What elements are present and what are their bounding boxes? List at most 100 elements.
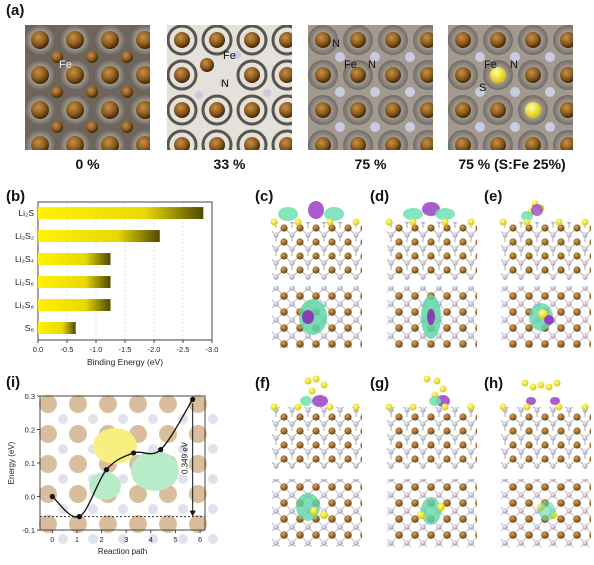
fe-atom: [69, 425, 87, 443]
data-point: [103, 467, 110, 473]
x-tick-label: -0.5: [61, 345, 74, 354]
fe-n-s-lattice-image: [448, 25, 573, 150]
fe-atom: [129, 485, 147, 503]
caption-33-percent: 33 %: [213, 156, 246, 172]
x-tick-label: 3: [124, 535, 128, 544]
category-label: S₈: [25, 323, 35, 333]
n-atom: [58, 414, 68, 424]
atom-label-fe: Fe: [59, 59, 72, 71]
x-tick-label: 5: [173, 535, 177, 544]
charge-density-structure-e: [499, 200, 591, 348]
fe-atom: [69, 485, 87, 503]
fe-atom: [39, 395, 57, 413]
fe-atom: [159, 515, 177, 533]
n-atom: [148, 504, 158, 514]
x-axis-label: Reaction path: [98, 547, 147, 556]
panel-a-label: (a): [6, 2, 25, 19]
n-atom: [118, 504, 128, 514]
panel-h-label: (h): [484, 375, 504, 392]
n-atom: [88, 504, 98, 514]
x-tick-label: -2.5: [177, 345, 190, 354]
n-atom: [118, 414, 128, 424]
panel-d-label: (d): [370, 188, 390, 205]
fe-atom: [189, 455, 207, 473]
x-tick-label: 2: [99, 535, 103, 544]
n-atom: [178, 444, 188, 454]
n-atom: [148, 414, 158, 424]
x-tick-label: -1.0: [90, 345, 103, 354]
data-point: [49, 493, 55, 500]
fe-atom: [129, 395, 147, 413]
tile-75-percent: N Fe N: [308, 25, 433, 150]
fe-atom: [189, 485, 207, 503]
fe-atom: [189, 515, 207, 533]
x-tick-label: 6: [198, 535, 202, 544]
x-tick-label: -1.5: [119, 345, 132, 354]
fe-lattice-image: [25, 25, 150, 150]
charge-density-structure-g: [385, 375, 477, 547]
fe-atom: [39, 485, 57, 503]
category-label: Li₂S₄: [15, 254, 35, 264]
caption-75-percent: 75 %: [354, 156, 387, 172]
atom-label-n: N: [221, 78, 229, 90]
caption-75-percent-s: 75 % (S:Fe 25%): [458, 156, 566, 172]
y-tick-label: 0.2: [25, 426, 35, 435]
category-label: Li₂S₆: [15, 277, 34, 287]
data-point: [130, 450, 137, 456]
fe-atom: [39, 515, 57, 533]
category-label: Li₂S₈: [15, 300, 35, 310]
tile-0-percent: Fe: [25, 25, 150, 150]
n-atom: [148, 534, 158, 544]
x-tick-label: 0.0: [33, 345, 43, 354]
bar: [38, 253, 111, 266]
atom-label-fe: Fe: [484, 59, 497, 71]
n-atom: [208, 474, 218, 484]
atom-label-n: N: [332, 38, 340, 50]
n-atom: [88, 414, 98, 424]
panel-b-label: (b): [6, 188, 26, 205]
bar: [38, 207, 204, 220]
fe-atom: [69, 515, 87, 533]
charge-density-structure-d: [385, 202, 477, 348]
reaction-path-energy-chart: 0.349 eV 0 1 2 3 4 5 6 -0.1 0.0 0.1 0.2 0.3 Reaction …: [7, 392, 218, 556]
bar: [38, 322, 76, 335]
barrier-annotation: 0.349 eV: [181, 441, 190, 474]
charge-density-structure-c: [270, 201, 362, 348]
fe-atom: [69, 455, 87, 473]
fe-n-lattice-75-image: [308, 25, 433, 150]
fe-atom: [159, 395, 177, 413]
y-tick-label: 0.1: [25, 459, 35, 468]
panel-f-label: (f): [255, 375, 270, 392]
panel-i-label: (i): [6, 374, 21, 391]
atom-label-s: S: [479, 82, 487, 94]
y-tick-label: 0.3: [25, 392, 35, 401]
atom-label-fe: Fe: [344, 59, 357, 71]
fe-atom: [99, 515, 117, 533]
x-tick-label: 0: [50, 535, 54, 544]
y-tick-label: -0.1: [22, 526, 35, 535]
y-axis-label: Energy (eV): [7, 441, 16, 484]
adsorption-structure-image: [39, 395, 218, 544]
fe-atom: [69, 395, 87, 413]
atom-label-n: N: [510, 59, 518, 71]
binding-energy-bar-chart: Li₂S Li₂S₂ Li₂S₄ Li₂S₆ Li₂S₈ S₈ 0.0 -0.5 -1.0 -1.…: [15, 201, 218, 367]
bar: [38, 299, 111, 312]
fe-atom: [99, 395, 117, 413]
n-atom: [88, 534, 98, 544]
n-atom: [178, 474, 188, 484]
data-point: [190, 396, 196, 402]
x-tick-label: 4: [149, 535, 153, 544]
data-point: [158, 447, 164, 453]
atom-label-fe: Fe: [223, 50, 236, 62]
charge-density-structure-f: [270, 375, 362, 547]
tile-75-percent-s: Fe N S: [448, 25, 573, 150]
category-label: Li₂S: [18, 208, 34, 218]
n-atom: [58, 474, 68, 484]
n-atom: [208, 504, 218, 514]
bar: [38, 276, 111, 289]
n-atom: [58, 534, 68, 544]
tile-33-percent: Fe N: [167, 25, 292, 150]
barrier-arrowhead: [189, 510, 196, 517]
n-atom: [208, 534, 218, 544]
panel-g-label: (g): [370, 375, 390, 392]
